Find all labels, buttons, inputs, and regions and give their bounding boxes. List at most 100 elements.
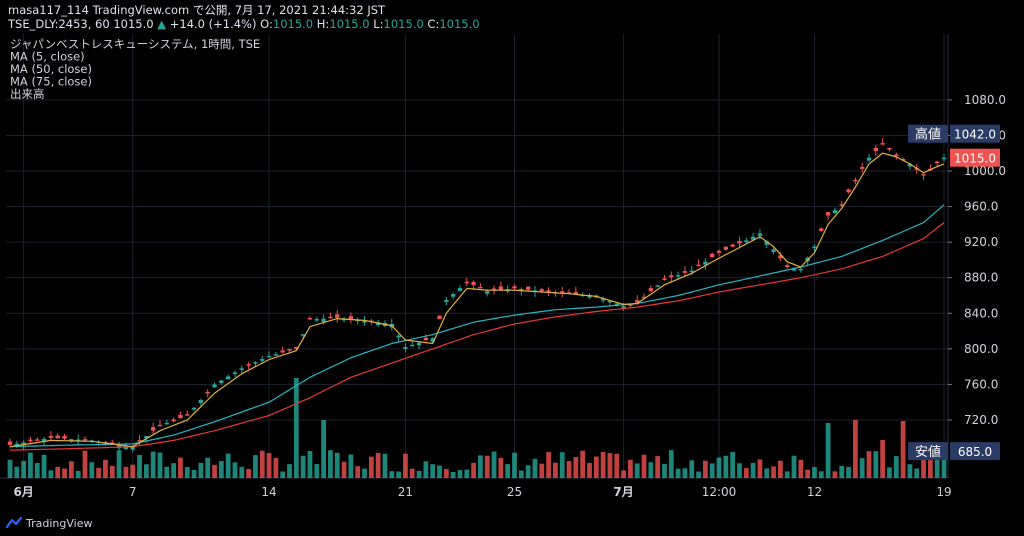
volume-bar [130, 464, 136, 478]
volume-bar [846, 466, 851, 478]
candle-body [621, 306, 626, 310]
candle-body [866, 157, 872, 161]
volume-bar [921, 458, 926, 478]
volume-bar [764, 468, 770, 478]
candle-body [464, 281, 469, 284]
candle-body [110, 442, 115, 444]
last-price: 1015.0 [113, 17, 154, 31]
candle-body [560, 291, 565, 294]
volume-bar [607, 453, 613, 478]
candle-body [82, 439, 88, 441]
candle-body [512, 286, 517, 289]
volume-bar [716, 457, 722, 478]
volume-bar [368, 456, 374, 478]
up-arrow-icon: ▲ [157, 17, 167, 31]
hilo-tag-bg [908, 124, 948, 143]
volume-bar [634, 463, 640, 478]
volume-bar [900, 421, 906, 478]
volume-bar [689, 460, 695, 478]
volume-bar [675, 468, 681, 478]
candle-body [116, 444, 122, 449]
candle-body [260, 359, 265, 361]
volume-bar [150, 451, 156, 478]
candle-body [396, 335, 401, 338]
volume-bar [225, 453, 231, 478]
candle-body [164, 422, 169, 425]
candle-body [273, 354, 279, 356]
close-label: C: [427, 17, 440, 31]
hilo-value-bg [950, 442, 1000, 461]
volume-bar [941, 456, 947, 478]
candle-body [744, 240, 749, 242]
volume-bar [784, 471, 790, 478]
volume-bar [389, 471, 395, 478]
close-value: 1015.0 [439, 17, 480, 31]
tradingview-logo-icon [6, 516, 22, 529]
volume-bar [293, 378, 299, 478]
volume-bar [771, 466, 776, 478]
volume-bar [109, 465, 115, 478]
volume-bar [791, 455, 797, 478]
hilo-tag-text: 安値 [915, 444, 941, 460]
change-value: +14.0 (+1.4%) [169, 17, 257, 31]
hilo-tag-text: 高値 [915, 127, 941, 143]
y-tick-label: 880.0 [964, 271, 998, 285]
volume-bar [157, 452, 163, 478]
candle-body [525, 286, 531, 290]
candle-body [321, 318, 326, 323]
y-tick-label: 920.0 [964, 235, 998, 249]
volume-bar [273, 457, 279, 478]
volume-bar [396, 471, 401, 478]
volume-bar [103, 459, 108, 478]
volume-bar [82, 450, 88, 478]
candle-body [294, 347, 299, 349]
volume-bar [580, 450, 586, 478]
volume-bar [48, 470, 54, 478]
volume-bar [300, 455, 306, 478]
volume-bar [348, 454, 354, 478]
y-tick-label: 800.0 [964, 342, 998, 356]
candle-body [662, 278, 667, 281]
candle-body [519, 289, 524, 291]
candle-body [191, 407, 197, 410]
hilo-value-text: 1042.0 [954, 128, 996, 142]
hilo-value-text: 685.0 [958, 445, 992, 459]
volume-bar [96, 467, 102, 478]
tradingview-brand[interactable]: TradingView [26, 517, 93, 530]
candle-body [887, 147, 892, 150]
volume-bar [880, 440, 886, 478]
volume-bar [573, 457, 579, 478]
volume-bar [648, 462, 654, 478]
candle-body [69, 439, 74, 441]
candle-body [280, 350, 285, 353]
candle-body [444, 299, 449, 302]
candle-body [941, 157, 947, 160]
volume-bar [539, 463, 545, 478]
volume-bar [655, 456, 661, 478]
volume-bar [198, 462, 204, 478]
candle-body [737, 241, 742, 244]
candle-body [587, 295, 592, 298]
candle-body [703, 261, 708, 265]
x-tick-label: 14 [261, 485, 276, 499]
volume-bar [266, 453, 272, 478]
volume-bar [416, 470, 422, 478]
candle-body [253, 362, 258, 364]
volume-bar [253, 455, 258, 478]
candle-body [573, 292, 579, 295]
candle-body [403, 347, 408, 349]
volume-bar [123, 466, 129, 478]
candle-body [757, 233, 763, 236]
volume-bar [914, 468, 920, 478]
volume-bar [662, 463, 667, 478]
candle-body [485, 291, 490, 294]
volume-bar [137, 454, 142, 478]
volume-bar [409, 468, 415, 478]
volume-bar [14, 466, 20, 478]
candle-body [655, 285, 660, 287]
x-tick-label: 7 [129, 485, 137, 499]
last-price-text: 1015.0 [954, 152, 996, 166]
candle-body [819, 228, 824, 232]
volume-bar [464, 469, 470, 478]
